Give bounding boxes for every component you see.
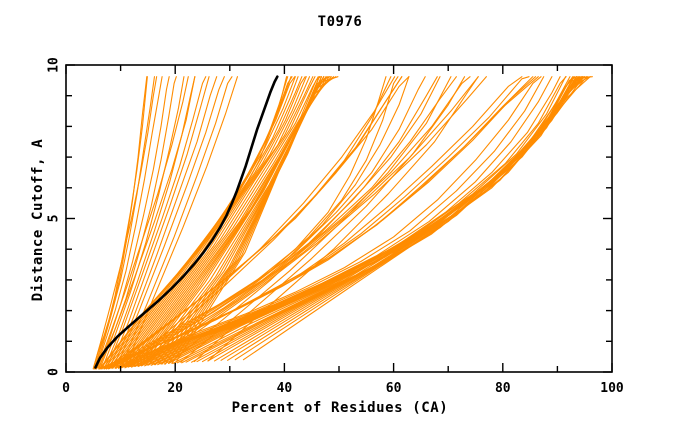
prediction-curve — [96, 76, 163, 370]
chart-title: T0976 — [317, 14, 363, 30]
prediction-curve — [120, 76, 233, 369]
prediction-curve — [150, 76, 578, 366]
prediction-curve — [115, 76, 225, 369]
axes-group — [65, 64, 613, 373]
prediction-curve — [92, 76, 148, 370]
prediction-curve — [134, 76, 479, 368]
x-tick-label: 60 — [386, 381, 402, 396]
y-axis-label: Distance Cutoff, A — [30, 138, 46, 302]
prediction-curve — [140, 76, 576, 367]
prediction-curve — [161, 76, 337, 365]
prediction-curve — [92, 76, 158, 369]
prediction-curve — [180, 76, 452, 363]
x-axis-label: Percent of Residues (CA) — [231, 400, 449, 416]
prediction-curve — [144, 76, 578, 367]
prediction-curve — [105, 76, 207, 370]
prediction-curve — [168, 76, 320, 364]
prediction-curve — [113, 76, 303, 368]
prediction-curve — [93, 76, 148, 370]
x-tick-label: 40 — [277, 381, 293, 396]
prediction-curve — [109, 76, 296, 369]
prediction-curve — [114, 76, 410, 369]
prediction-curve — [117, 76, 545, 369]
prediction-curve — [117, 76, 426, 369]
prediction-curve — [213, 76, 593, 362]
x-tick-label: 80 — [495, 381, 511, 396]
prediction-curve — [109, 76, 210, 369]
prediction-curve — [112, 76, 218, 369]
prediction-curve — [193, 76, 466, 363]
prediction-curve — [97, 76, 189, 369]
y-tick-label: 10 — [47, 57, 62, 73]
prediction-curve — [125, 76, 457, 368]
x-tick-labels: 0 20 40 60 80 100 — [62, 381, 624, 396]
prediction-curve — [126, 76, 319, 368]
y-tick-label: 0 — [47, 368, 62, 376]
prediction-curve — [242, 76, 591, 361]
prediction-curve — [114, 76, 542, 369]
prediction-curve — [138, 76, 487, 367]
curves-group — [92, 75, 593, 370]
x-tick-label: 0 — [62, 381, 70, 396]
y-tick-labels: 0 5 10 — [47, 57, 62, 376]
prediction-curve — [117, 76, 307, 368]
prediction-curve — [111, 76, 410, 369]
prediction-curve — [164, 76, 339, 365]
prediction-curve — [125, 76, 396, 368]
prediction-curve — [101, 76, 185, 370]
prediction-curve — [98, 76, 170, 370]
prediction-curve — [120, 76, 311, 368]
highlighted-curve — [94, 75, 279, 369]
prediction-curve — [122, 76, 314, 368]
x-tick-label: 100 — [600, 381, 624, 396]
prediction-curve — [121, 76, 441, 368]
prediction-curve — [169, 76, 438, 364]
prediction-curve — [207, 76, 479, 362]
x-tick-label: 20 — [167, 381, 183, 396]
prediction-curve — [124, 76, 316, 368]
prediction-curve — [105, 76, 530, 370]
prediction-curve — [94, 76, 155, 370]
y-tick-label: 5 — [47, 215, 62, 223]
prediction-curve — [103, 76, 196, 370]
prediction-curve — [128, 76, 321, 368]
prediction-curve — [174, 76, 325, 364]
prediction-curve — [98, 76, 196, 369]
prediction-curve — [111, 76, 399, 369]
prediction-curve — [115, 76, 306, 368]
prediction-curve — [130, 76, 403, 367]
